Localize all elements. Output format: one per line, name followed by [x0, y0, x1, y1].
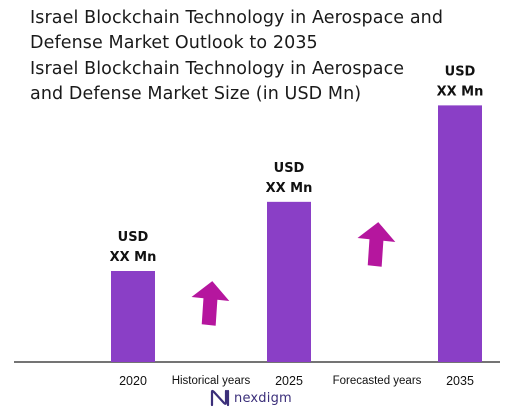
- bar-2035: [438, 105, 482, 362]
- growth-arrow-forecasted-icon: [357, 222, 396, 267]
- chart-title: Israel Blockchain Technology in Aerospac…: [30, 6, 443, 56]
- bar-value-label-2035-currency: USD: [445, 64, 476, 79]
- brand-logo: nexdigm: [210, 388, 292, 408]
- bar-value-label-2035-amount: XX Mn: [437, 84, 484, 99]
- x-tick-2020: 2020: [119, 374, 147, 388]
- growth-arrow-historical-icon: [191, 281, 230, 326]
- nexdigm-logo-icon: [210, 389, 230, 407]
- bar-value-label-2025-currency: USD: [274, 161, 305, 176]
- bar-2020: [111, 271, 155, 362]
- bar-value-label-2020-currency: USD: [118, 230, 149, 245]
- chart-subtitle: Israel Blockchain Technology in Aerospac…: [30, 57, 404, 107]
- chart-subtitle-line-1: Israel Blockchain Technology in Aerospac…: [30, 59, 405, 79]
- x-tick-2025: 2025: [275, 374, 303, 388]
- bar-value-label-2025-amount: XX Mn: [266, 181, 313, 196]
- chart-title-line-2: Defense Market Outlook to 2035: [30, 33, 318, 53]
- chart-subtitle-line-2: and Defense Market Size (in USD Mn): [30, 84, 362, 104]
- brand-name: nexdigm: [234, 390, 292, 406]
- bar-value-label-2020-amount: XX Mn: [110, 250, 157, 265]
- chart-title-line-1: Israel Blockchain Technology in Aerospac…: [30, 8, 444, 28]
- bar-2025: [267, 201, 311, 362]
- period-label-historical: Historical years: [172, 375, 251, 387]
- period-label-forecasted: Forecasted years: [333, 375, 422, 387]
- x-tick-2035: 2035: [446, 374, 474, 388]
